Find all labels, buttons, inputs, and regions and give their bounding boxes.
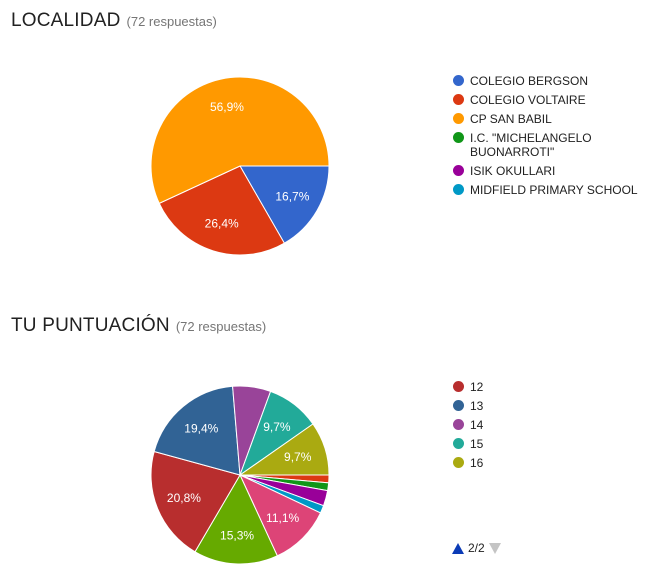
legend-item[interactable]: CP SAN BABIL xyxy=(453,112,650,126)
legend-item[interactable]: I.C. "MICHELANGELO BUONARROTI" xyxy=(453,131,650,159)
slice-label: 56,9% xyxy=(210,100,244,114)
legend-label: CP SAN BABIL xyxy=(470,112,552,126)
legend-localidad: COLEGIO BERGSON COLEGIO VOLTAIRE CP SAN BA… xyxy=(453,74,650,202)
legend-color-dot xyxy=(453,132,464,143)
legend-color-dot xyxy=(453,113,464,124)
slice-label: 20,8% xyxy=(167,491,201,505)
chart-puntuacion: TU PUNTUACIÓN (72 respuestas) 11,1% 15,3% 2… xyxy=(0,305,661,571)
legend-label: 13 xyxy=(470,399,484,413)
legend-label: I.C. "MICHELANGELO BUONARROTI" xyxy=(470,131,592,159)
chart-header: LOCALIDAD (72 respuestas) xyxy=(11,10,217,32)
legend-item[interactable]: 15 xyxy=(453,437,483,451)
legend-label: MIDFIELD PRIMARY SCHOOL xyxy=(470,183,638,197)
legend-label: 15 xyxy=(470,437,484,451)
chart-title: TU PUNTUACIÓN xyxy=(11,315,170,336)
pie-chart-puntuacion: 11,1% 15,3% 20,8% 19,4% 9,7% 9,7% xyxy=(150,385,330,565)
legend-label: 14 xyxy=(470,418,484,432)
slice-label: 15,3% xyxy=(220,528,254,542)
legend-label: 16 xyxy=(470,456,484,470)
pie-slice[interactable] xyxy=(150,76,330,205)
pie-slice[interactable] xyxy=(238,423,330,476)
chart-localidad: LOCALIDAD (72 respuestas) 16,7% 26,4% 56,9%… xyxy=(11,10,650,256)
pager-label: 2/2 xyxy=(468,541,485,555)
slice-label: 19,4% xyxy=(184,421,218,435)
slice-label: 9,7% xyxy=(263,420,291,434)
response-count: (72 respuestas) xyxy=(175,319,267,334)
legend-color-dot xyxy=(453,400,464,411)
legend-color-dot xyxy=(453,438,464,449)
legend-item[interactable]: COLEGIO VOLTAIRE xyxy=(453,93,650,107)
legend-color-dot xyxy=(453,165,464,176)
legend-color-dot xyxy=(453,184,464,195)
legend-color-dot xyxy=(453,419,464,430)
legend-item[interactable]: 16 xyxy=(453,456,483,470)
chart-header: TU PUNTUACIÓN (72 respuestas) xyxy=(11,315,266,337)
response-count: (72 respuestas) xyxy=(126,14,217,29)
legend-color-dot xyxy=(453,457,464,468)
legend-color-dot xyxy=(453,94,464,105)
legend-label: COLEGIO VOLTAIRE xyxy=(470,93,586,107)
pie-slice[interactable] xyxy=(153,385,241,476)
legend-item[interactable]: COLEGIO BERGSON xyxy=(453,74,650,88)
legend-item[interactable]: ISIK OKULLARI xyxy=(453,164,650,178)
legend-color-dot xyxy=(453,75,464,86)
pie-slice[interactable] xyxy=(158,165,286,256)
legend-color-dot xyxy=(453,381,464,392)
slice-label: 9,7% xyxy=(284,450,312,464)
pie-slice[interactable] xyxy=(150,450,241,553)
legend-label: ISIK OKULLARI xyxy=(470,164,556,178)
legend-label: COLEGIO BERGSON xyxy=(470,74,589,88)
legend-item[interactable]: 14 xyxy=(453,418,483,432)
legend-item[interactable]: MIDFIELD PRIMARY SCHOOL xyxy=(453,183,650,197)
slice-label: 11,1% xyxy=(266,511,299,525)
arrow-down-icon xyxy=(488,542,501,554)
slice-label: 16,7% xyxy=(275,189,309,203)
legend-label: 12 xyxy=(470,380,484,394)
legend-item[interactable]: 12 xyxy=(453,380,483,394)
legend-pager: 2/2 xyxy=(452,541,501,555)
arrow-up-icon[interactable] xyxy=(452,542,464,554)
pie-slice[interactable] xyxy=(194,473,278,565)
pie-slice[interactable] xyxy=(239,165,330,244)
legend-puntuacion: 12 13 14 15 16 xyxy=(453,380,483,475)
pie-chart-localidad: 16,7% 26,4% 56,9% xyxy=(150,76,330,256)
legend-item[interactable]: 13 xyxy=(453,399,483,413)
slice-label: 26,4% xyxy=(205,217,239,231)
chart-title: LOCALIDAD xyxy=(11,10,121,31)
